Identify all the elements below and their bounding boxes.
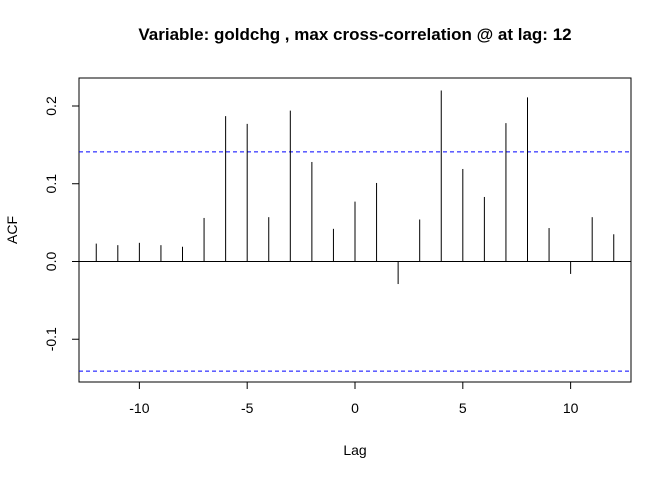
x-tick-label: -10 xyxy=(129,400,149,416)
y-tick-label: 0.0 xyxy=(43,252,59,272)
chart-title: Variable: goldchg , max cross-correlatio… xyxy=(138,25,571,44)
x-tick-label: -5 xyxy=(241,400,254,416)
y-tick-label: -0.1 xyxy=(43,327,59,351)
y-axis: -0.1 0.0 0.1 0.2 xyxy=(43,96,79,351)
y-axis-title: ACF xyxy=(4,216,20,244)
y-tick-label: 0.1 xyxy=(43,174,59,194)
x-axis-title: Lag xyxy=(343,442,366,458)
plot-marks xyxy=(79,90,631,372)
x-tick-label: 5 xyxy=(459,400,467,416)
x-axis: -10 -5 0 5 10 xyxy=(129,382,579,416)
x-tick-label: 0 xyxy=(351,400,359,416)
x-tick-label: 10 xyxy=(563,400,579,416)
y-tick-label: 0.2 xyxy=(43,96,59,116)
